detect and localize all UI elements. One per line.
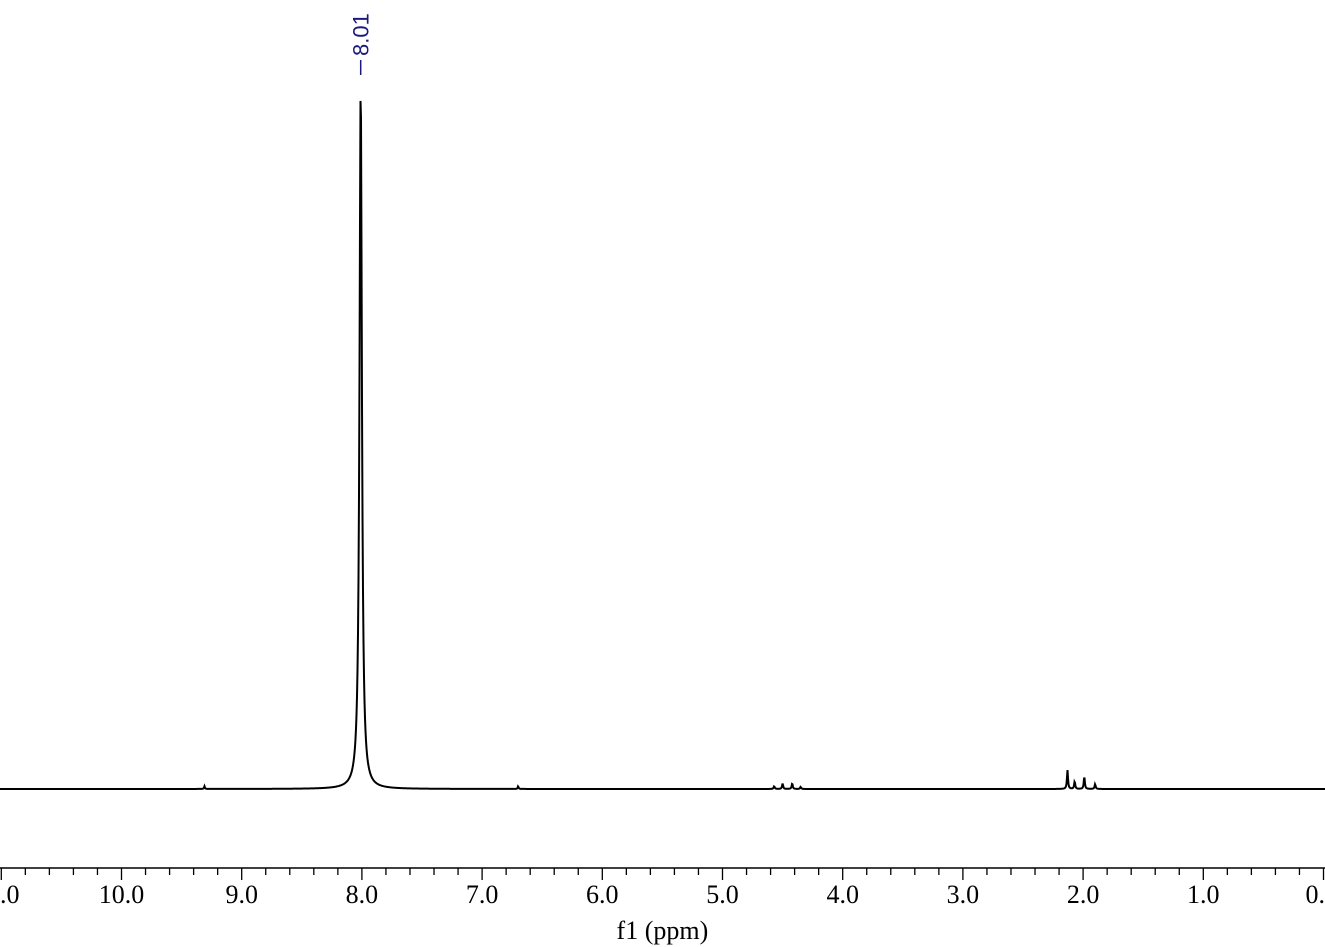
x-tick-label: 0. bbox=[1306, 880, 1325, 909]
spectrum-line bbox=[0, 100, 1325, 790]
x-tick-label: 8.0 bbox=[346, 880, 379, 909]
peak-label: 8.01 bbox=[349, 13, 374, 56]
x-tick-label: 10.0 bbox=[99, 880, 145, 909]
x-tick-labels: .0 10.0 9.0 8.0 7.0 6.0 5.0 4.0 3.0 2.0 1.0 0. bbox=[0, 880, 1325, 909]
x-ticks bbox=[0, 868, 1325, 880]
x-tick-label: 1.0 bbox=[1187, 880, 1220, 909]
x-tick-label: 7.0 bbox=[466, 880, 499, 909]
x-tick-label: 9.0 bbox=[225, 880, 258, 909]
x-tick-label: 5.0 bbox=[706, 880, 739, 909]
x-tick-label: 3.0 bbox=[947, 880, 980, 909]
peak-labels: 8.01 bbox=[349, 13, 374, 75]
x-tick-label: 6.0 bbox=[586, 880, 619, 909]
x-axis: .0 10.0 9.0 8.0 7.0 6.0 5.0 4.0 3.0 2.0 1.0 0. f1 (… bbox=[0, 867, 1325, 945]
x-tick-label: .0 bbox=[0, 880, 20, 909]
x-tick-label: 4.0 bbox=[826, 880, 859, 909]
x-axis-title: f1 (ppm) bbox=[617, 916, 709, 945]
x-tick-label: 2.0 bbox=[1067, 880, 1100, 909]
